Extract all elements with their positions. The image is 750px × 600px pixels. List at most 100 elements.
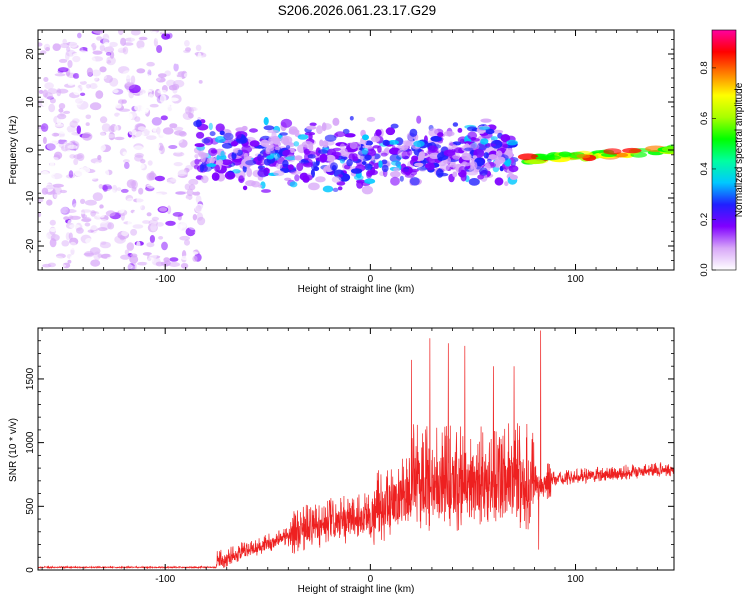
- spectral-cell: [67, 259, 72, 264]
- spectral-cell: [194, 158, 200, 165]
- spectral-cell: [124, 37, 136, 42]
- spectral-cell: [197, 216, 206, 226]
- spectral-cell: [65, 209, 77, 213]
- spectral-cell: [72, 97, 84, 106]
- spectral-cell: [114, 125, 119, 133]
- spectral-cell: [115, 225, 121, 229]
- spectral-cell: [92, 30, 105, 34]
- spectral-cell: [72, 203, 80, 211]
- y-tick-label: 1000: [25, 431, 36, 454]
- spectral-cell: [126, 75, 131, 83]
- spectral-cell: [38, 233, 49, 240]
- spectral-cell: [105, 210, 116, 217]
- spectral-cell: [79, 80, 87, 85]
- spectral-cell: [90, 158, 103, 164]
- spectral-cell: [158, 103, 171, 109]
- spectral-cell: [60, 206, 70, 215]
- spectral-cell: [57, 139, 68, 145]
- spectral-cell: [349, 116, 354, 121]
- spectral-cell: [170, 111, 178, 117]
- spectral-cell: [107, 203, 112, 212]
- spectral-cell: [176, 178, 183, 185]
- spectral-cell: [459, 162, 472, 167]
- spectral-cell: [144, 30, 153, 33]
- spectral-cell: [175, 191, 186, 195]
- spectral-cell: [194, 143, 205, 148]
- spectral-cell: [382, 139, 390, 146]
- spectral-cell: [38, 261, 46, 270]
- spectral-cell: [184, 54, 191, 58]
- spectrogram-x-ticks: -100 0 100: [41, 30, 658, 285]
- spectral-cell: [130, 36, 140, 42]
- spectral-cell: [175, 168, 187, 177]
- y-tick-label: 20: [25, 48, 36, 60]
- spectral-cell: [235, 127, 247, 132]
- spectral-cell: [302, 175, 310, 183]
- spectral-cell: [172, 83, 180, 91]
- spectral-cell: [294, 174, 300, 182]
- spectral-cell: [84, 199, 97, 206]
- spectral-cell: [102, 75, 107, 79]
- spectral-cell: [139, 73, 151, 80]
- spectral-cell: [114, 136, 125, 141]
- spectral-cell: [80, 145, 86, 151]
- spectral-cell: [65, 149, 77, 154]
- spectral-cell: [188, 107, 194, 115]
- spectral-cell: [495, 156, 506, 164]
- spectral-cell: [340, 148, 348, 157]
- spectral-cell: [113, 43, 124, 51]
- spectral-cell: [73, 184, 79, 190]
- spectral-cell: [458, 165, 468, 175]
- spectral-cell: [180, 255, 192, 261]
- spectral-cell: [195, 205, 202, 212]
- spectral-cell: [380, 152, 388, 157]
- spectral-cell: [81, 132, 93, 141]
- spectral-cell: [173, 162, 183, 167]
- spectral-cell: [66, 125, 77, 133]
- spectral-cell: [83, 61, 89, 67]
- spectral-cell: [352, 156, 359, 162]
- spectral-cell: [87, 45, 93, 54]
- spectral-cell: [185, 47, 191, 52]
- spectral-cell: [443, 149, 456, 157]
- spectral-cell: [59, 76, 69, 82]
- spectral-cell: [94, 161, 101, 170]
- spectral-cell: [127, 219, 134, 227]
- spectral-cell: [266, 155, 274, 160]
- spectral-cell: [186, 188, 194, 197]
- spectral-cell: [52, 192, 58, 200]
- spectral-cell: [101, 264, 106, 268]
- spectral-cell: [116, 187, 122, 192]
- spectral-cell: [44, 130, 54, 140]
- spectral-cell: [184, 239, 190, 246]
- spectral-cell: [470, 161, 478, 170]
- spectral-cell: [188, 251, 199, 256]
- spectral-cell: [137, 261, 148, 266]
- spectral-cell: [109, 251, 122, 261]
- spectral-cell: [208, 122, 213, 131]
- spectral-cell: [76, 50, 89, 56]
- spectral-cell: [46, 130, 53, 135]
- spectral-cell: [414, 162, 424, 167]
- snr-y-ticks: 0 500 1000 1500: [25, 327, 674, 573]
- spectral-cell: [242, 165, 247, 173]
- spectral-cell: [145, 200, 155, 207]
- spectral-cell: [194, 154, 199, 159]
- spectral-cell: [134, 154, 144, 162]
- spectral-cell: [256, 155, 265, 161]
- spectral-cell: [273, 138, 281, 145]
- spectral-cell: [193, 243, 202, 248]
- spectral-cell: [65, 52, 70, 61]
- spectral-cell: [349, 141, 358, 150]
- spectral-cell: [68, 241, 77, 251]
- spectral-cell: [318, 149, 328, 155]
- spectral-cell: [117, 47, 126, 53]
- spectral-cell: [287, 164, 294, 171]
- spectral-cell: [123, 263, 133, 270]
- spectral-cell: [158, 169, 164, 173]
- spectral-cell: [130, 228, 138, 236]
- spectral-cell: [509, 174, 518, 180]
- spectral-cell: [214, 136, 226, 143]
- spectral-cell: [143, 156, 154, 161]
- spectral-cell: [99, 212, 105, 218]
